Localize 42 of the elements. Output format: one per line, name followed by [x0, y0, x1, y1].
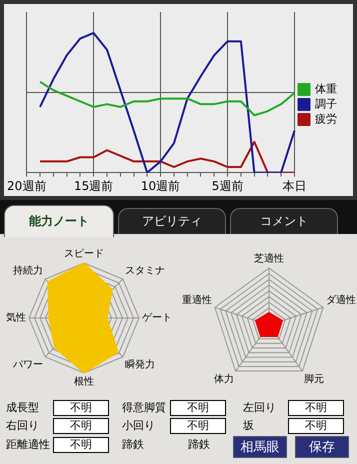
- x-tick-label: 15週前: [74, 178, 114, 193]
- text: 蹄鉄: [122, 437, 144, 453]
- text: 不明: [170, 400, 226, 416]
- spoke-label: 重適性: [182, 294, 212, 306]
- text: 不明: [53, 437, 109, 453]
- text: 坂: [243, 418, 254, 434]
- text: 保存: [295, 436, 349, 458]
- spoke-label: ゲート: [142, 312, 172, 324]
- text: 相馬眼: [233, 436, 287, 458]
- legend-label: 疲労: [315, 112, 337, 126]
- text: 距離適性: [6, 437, 50, 453]
- text: 不明: [53, 400, 109, 416]
- text: 不明: [53, 418, 109, 434]
- text: 不明: [170, 418, 226, 434]
- text: 左回り: [243, 400, 276, 416]
- text: 右回り: [6, 418, 39, 434]
- legend-label: 体重: [315, 82, 337, 96]
- spoke-label: 脚元: [304, 373, 324, 386]
- text: 能力ノート: [4, 205, 114, 237]
- spoke-label: 気性: [6, 312, 26, 324]
- text: 蹄鉄: [188, 437, 210, 453]
- spoke-label: スタミナ: [125, 266, 166, 277]
- spoke-label: パワー: [12, 360, 43, 371]
- text: 得意脚質: [122, 400, 166, 416]
- text: 小回り: [122, 418, 155, 434]
- legend-label: 調子: [315, 97, 337, 110]
- spoke-label: 持続力: [12, 264, 43, 277]
- text: 成長型: [6, 400, 39, 416]
- x-tick-label: 本日: [282, 178, 306, 193]
- text: コメント: [230, 208, 338, 234]
- text: 不明: [288, 418, 344, 434]
- text: アビリティ: [118, 208, 226, 234]
- spoke-label: スピード: [64, 248, 104, 260]
- spoke-label: 瞬発力: [125, 358, 156, 371]
- x-tick-label: 20週前: [6, 178, 46, 193]
- spoke-label: 芝適性: [254, 252, 284, 265]
- spoke-label: 体力: [214, 373, 234, 386]
- text: 不明: [288, 400, 344, 416]
- x-tick-label: 10週前: [140, 178, 180, 193]
- spoke-label: ダ適性: [326, 294, 356, 306]
- x-tick-label: 5週前: [212, 178, 244, 193]
- spoke-label: 根性: [74, 376, 94, 388]
